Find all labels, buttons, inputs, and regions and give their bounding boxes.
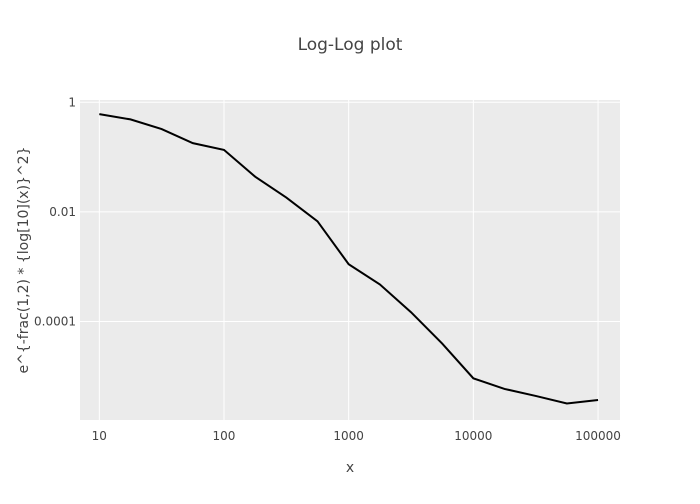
- grid-lines: [80, 100, 620, 420]
- y-tick-label: 0.01: [49, 205, 76, 219]
- x-tick-label: 10000: [454, 429, 492, 443]
- x-tick-label: 10: [92, 429, 107, 443]
- plot-area: [80, 100, 620, 420]
- y-tick-label: 0.0001: [34, 315, 76, 329]
- series-line: [99, 113, 599, 405]
- y-tick-label: 1: [68, 95, 76, 109]
- y-axis-ticks: 1 0.01 0.0001: [34, 95, 76, 328]
- y-axis-title: e^{-frac(1,2) * {log[10](x)}^2}: [16, 146, 32, 373]
- series-layer: [99, 113, 599, 405]
- x-axis-title: x: [346, 460, 354, 476]
- x-axis-ticks: 10 100 1000 10000 100000: [92, 429, 621, 443]
- chart-title: Log-Log plot: [298, 35, 403, 55]
- x-tick-label: 100: [213, 429, 236, 443]
- x-tick-label: 1000: [333, 429, 364, 443]
- x-tick-label: 100000: [575, 429, 621, 443]
